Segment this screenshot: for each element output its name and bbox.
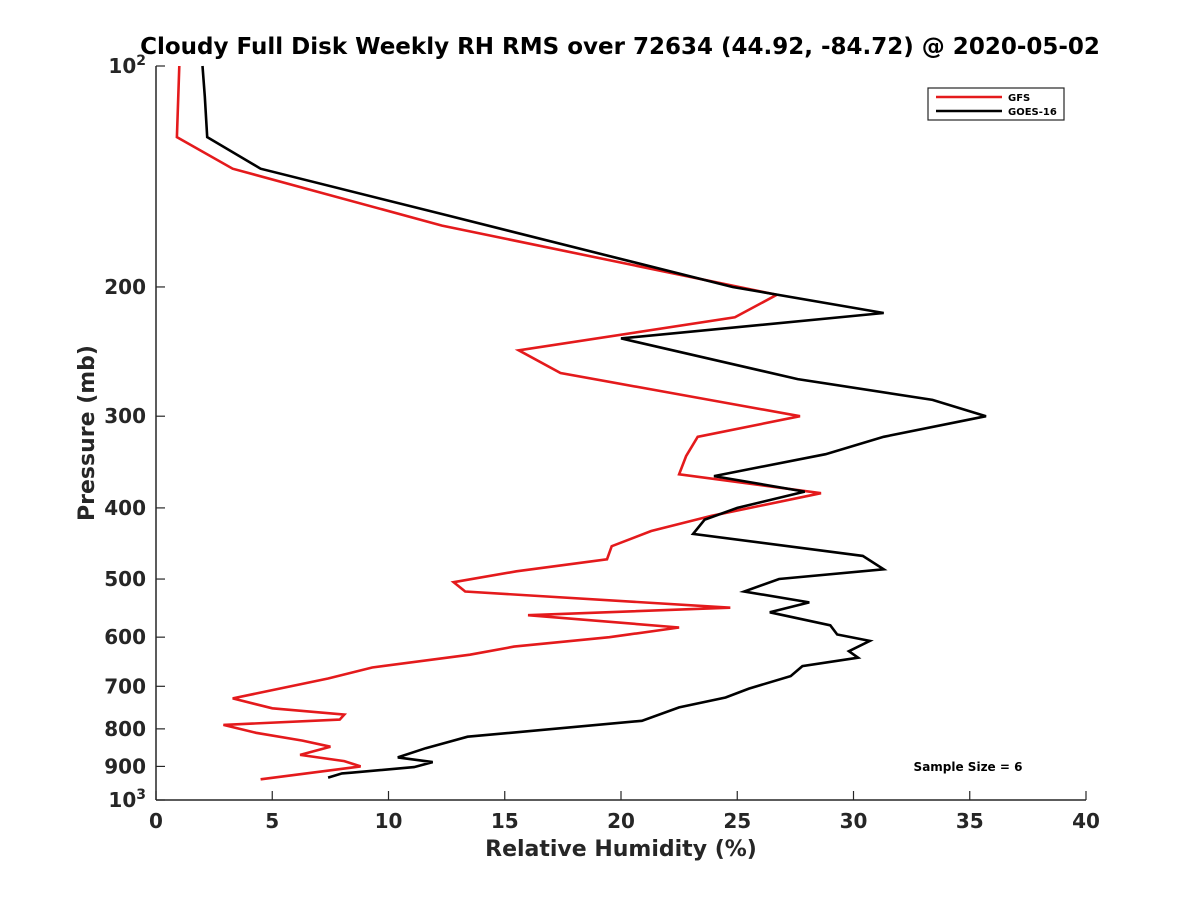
chart-title: Cloudy Full Disk Weekly RH RMS over 7263… [140, 34, 1100, 60]
legend-label-goes16: GOES-16 [1008, 107, 1057, 118]
y-tick-label: 300 [104, 404, 146, 428]
legend-label-gfs: GFS [1008, 93, 1030, 104]
x-axis-label: Relative Humidity (%) [485, 837, 757, 862]
x-axis-ticks: 0 5 10 15 20 25 30 35 40 [149, 791, 1100, 833]
x-tick-label: 25 [723, 809, 751, 833]
legend: GFS GOES-16 [927, 87, 1065, 121]
y-tick-label: 700 [104, 674, 146, 698]
series-layer [175, 65, 987, 781]
y-tick-label: 102 [108, 53, 146, 78]
y-tick-label: 500 [104, 567, 146, 591]
series-line-gfs [175, 65, 822, 781]
y-tick-base: 10 [108, 54, 136, 78]
y-tick-label: 200 [104, 275, 146, 299]
x-tick-label: 5 [265, 809, 279, 833]
y-tick-label: 103 [108, 787, 146, 812]
sample-size-annotation: Sample Size = 6 [914, 760, 1023, 774]
y-tick-exponent: 2 [136, 53, 146, 69]
x-tick-label: 30 [840, 809, 868, 833]
legend-box [927, 87, 1065, 121]
y-tick-label: 400 [104, 496, 146, 520]
x-tick-label: 20 [607, 809, 635, 833]
y-tick-label: 800 [104, 717, 146, 741]
y-axis-label: Pressure (mb) [75, 345, 100, 521]
y-tick-label: 900 [104, 754, 146, 778]
x-tick-label: 0 [149, 809, 163, 833]
x-tick-label: 40 [1072, 809, 1100, 833]
x-tick-label: 10 [375, 809, 403, 833]
y-tick-exponent: 3 [136, 787, 146, 803]
x-tick-label: 35 [956, 809, 984, 833]
y-tick-base: 10 [108, 788, 136, 812]
y-tick-label: 600 [104, 625, 146, 649]
series-line-goes16 [201, 65, 987, 779]
x-tick-label: 15 [491, 809, 519, 833]
